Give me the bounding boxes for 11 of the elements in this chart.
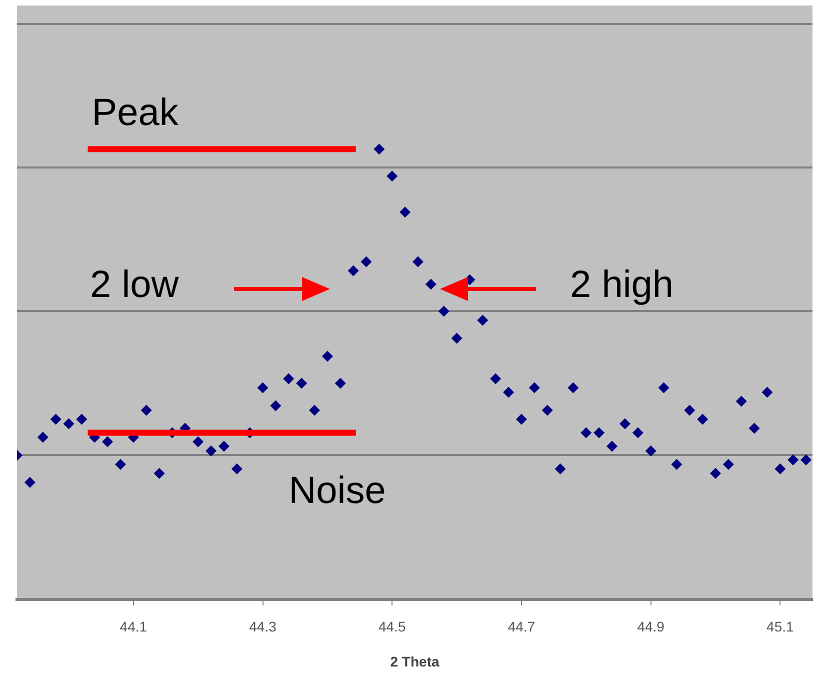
annotation: 2 low <box>90 264 179 306</box>
x-tick-label: 44.3 <box>249 618 277 635</box>
x-tick-label: 44.7 <box>508 618 536 635</box>
x-tick-label: 44.5 <box>378 618 406 635</box>
ref-line-label: Noise <box>288 470 386 512</box>
ref-line-label: Peak <box>92 92 180 134</box>
annotation: 2 high <box>570 264 674 306</box>
x-tick-label: 44.9 <box>637 618 665 635</box>
x-tick-label: 44.1 <box>120 618 148 635</box>
x-axis-title: 2 Theta <box>390 653 440 670</box>
x-tick-label: 45.1 <box>766 618 794 635</box>
